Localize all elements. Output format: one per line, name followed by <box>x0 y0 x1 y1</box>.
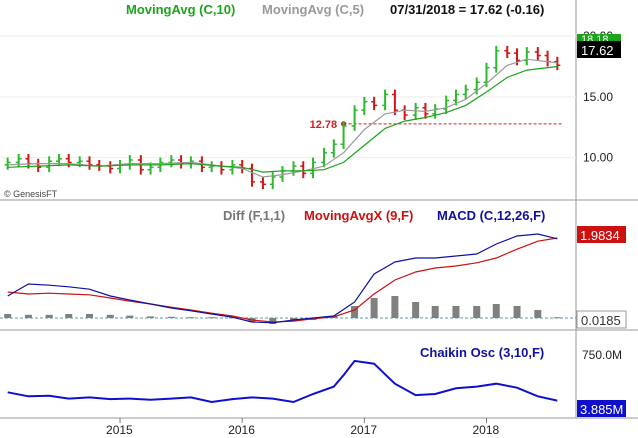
price-bar <box>361 96 368 116</box>
price-bar <box>462 84 469 100</box>
macd-diff-bar <box>24 314 32 318</box>
price-bar <box>443 95 450 114</box>
price-bar <box>4 157 11 170</box>
moving-average-lines <box>7 58 558 178</box>
support-level-label: 12.78 <box>310 119 338 131</box>
macd-diff-bar <box>473 306 481 318</box>
last-price-tag: 17.62 <box>581 43 614 58</box>
price-bar <box>300 161 307 179</box>
macd-diff-bar <box>65 314 73 318</box>
macd-diff-bar <box>351 306 359 318</box>
chaikin-last-tag-bg <box>577 400 626 417</box>
macd-diff-bar <box>106 314 114 318</box>
price-bar <box>554 56 561 71</box>
price-bar <box>269 172 276 190</box>
price-bar <box>86 156 93 170</box>
price-bar <box>544 50 551 67</box>
genesis-watermark: © GenesisFT <box>4 189 58 199</box>
price-bar <box>391 89 398 116</box>
macd-diff-bar <box>553 317 561 319</box>
price-y-tick-label: 15.00 <box>583 90 613 104</box>
price-gridlines <box>0 35 576 159</box>
ma10-line <box>7 65 558 173</box>
macd-diff-bar <box>4 314 12 318</box>
price-bar <box>321 147 328 168</box>
macd-diff-bar <box>147 316 155 318</box>
x-tick-label: 2017 <box>350 423 377 437</box>
macd-last-tag: 1.9834 <box>580 228 620 243</box>
price-bars <box>4 45 561 190</box>
macd-diff-bar <box>492 304 500 318</box>
macd-legend: MACD (C,12,26,F) <box>437 208 545 223</box>
price-bar <box>248 163 255 187</box>
price-bar <box>493 45 500 73</box>
chaikin-panel <box>7 359 558 404</box>
macd-diff-bar <box>412 302 420 318</box>
price-bar <box>523 47 530 66</box>
signal-legend: MovingAvgX (9,F) <box>304 208 413 223</box>
price-bar <box>351 105 358 131</box>
macd-diff-bar <box>86 314 94 318</box>
diff-last-tag: 0.0185 <box>581 313 621 328</box>
ma5-legend: MovingAvg (C,5) <box>262 2 364 17</box>
diff-last-tag-bg <box>576 310 627 329</box>
price-bar <box>117 160 124 174</box>
x-tick-label: 2015 <box>106 423 133 437</box>
macd-panel <box>0 233 576 324</box>
price-bar <box>259 177 266 190</box>
price-y-tick-label: 10.00 <box>583 151 613 165</box>
price-bar <box>432 104 439 119</box>
price-bar <box>55 153 62 167</box>
price-bar <box>330 139 337 158</box>
macd-diff-bar <box>269 318 277 324</box>
price-bar <box>382 89 389 111</box>
price-bar <box>401 105 408 120</box>
ma5-line <box>7 58 558 178</box>
price-bar <box>534 47 541 61</box>
ma10-legend: MovingAvg (C,10) <box>126 2 235 17</box>
ma-overlap-tag-bg <box>577 34 621 44</box>
last-price-tag-bg <box>577 41 621 58</box>
x-tick-label: 2018 <box>472 423 499 437</box>
price-bar <box>310 157 317 179</box>
price-bar <box>208 161 215 173</box>
macd-diff-bar <box>370 298 378 318</box>
x-axis-ticks: 2015 2016 2017 2018 <box>106 418 500 437</box>
macd-diff-bar <box>452 306 460 318</box>
support-level-group: 12.78 <box>310 119 562 131</box>
macd-diff-bar <box>391 296 399 318</box>
chaikin-legend: Chaikin Osc (3,10,F) <box>420 345 544 360</box>
macd-diff-bar <box>534 310 542 318</box>
macd-diff-bar <box>208 317 216 319</box>
price-bar <box>168 155 175 168</box>
price-bar <box>147 162 154 175</box>
macd-diff-bar <box>187 317 195 319</box>
macd-diff-bar <box>45 314 53 318</box>
price-bar <box>504 45 511 58</box>
macd-diff-bar <box>167 316 175 318</box>
price-bar <box>46 156 53 173</box>
macd-diff-bar <box>513 306 521 318</box>
price-bar <box>218 161 225 175</box>
chaikin-y-tick: 750.0M <box>582 348 622 362</box>
macd-diff-bar <box>431 306 439 318</box>
diff-legend: Diff (F,1,1) <box>223 208 285 223</box>
macd-diff-bar <box>126 315 134 318</box>
quote-text: 07/31/2018 = 17.62 (-0.16) <box>390 2 544 17</box>
macd-last-tag-bg <box>577 226 626 243</box>
price-bar <box>15 153 22 168</box>
macd-line <box>7 233 558 324</box>
chaikin-last-tag: 3.885M <box>580 402 623 417</box>
price-bar <box>371 96 378 111</box>
price-bar <box>107 161 114 174</box>
chaikin-line <box>7 359 558 404</box>
price-bar <box>452 89 459 106</box>
price-bar <box>340 121 347 150</box>
x-tick-label: 2016 <box>228 423 255 437</box>
